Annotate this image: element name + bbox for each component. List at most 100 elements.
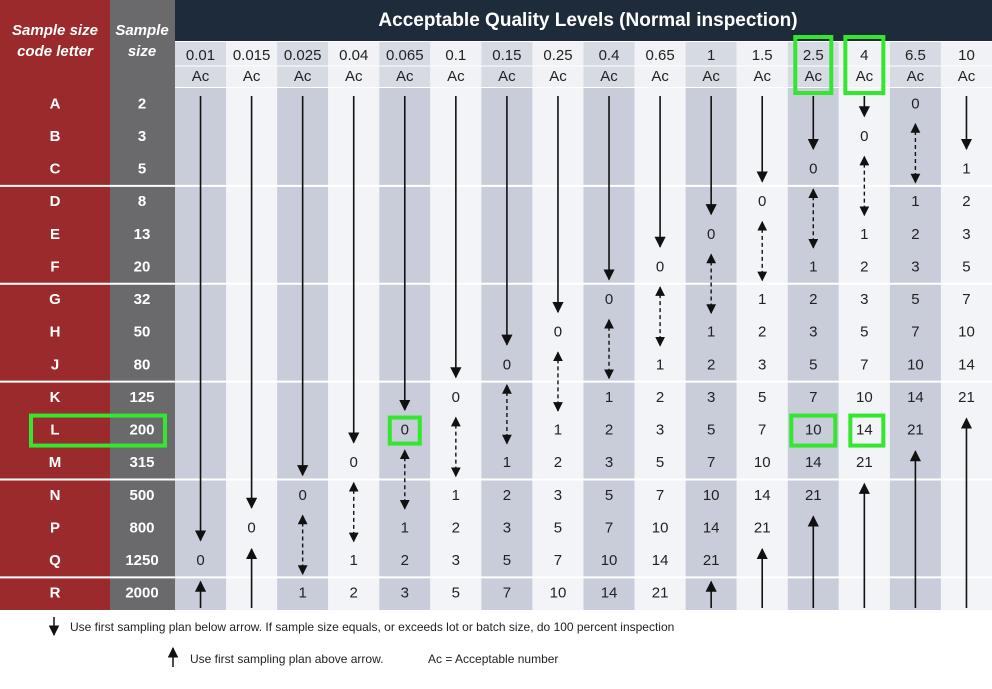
ac-value: 10	[652, 519, 669, 536]
ac-value: 2	[401, 552, 409, 569]
code-letter: Q	[49, 552, 61, 569]
aql-level: 0.65	[645, 47, 674, 64]
ac-value: 0	[452, 389, 460, 406]
aql-level: 0.15	[492, 47, 521, 64]
column-header-bg	[430, 42, 482, 87]
ac-value: 1	[758, 291, 766, 308]
ac-value: 5	[860, 324, 868, 341]
ac-value: 21	[805, 487, 822, 504]
ac-value: 7	[707, 454, 715, 471]
column-header-bg	[532, 42, 584, 87]
size-column-bg	[110, 0, 175, 610]
sample-size: 3	[138, 128, 146, 145]
column-header-bg	[940, 42, 992, 87]
code-letter: G	[49, 291, 61, 308]
ac-value: 21	[652, 585, 669, 602]
code-letter: C	[50, 161, 61, 178]
ac-value: 0	[350, 454, 358, 471]
legend-below: Use first sampling plan below arrow. If …	[70, 620, 674, 634]
ac-value: 21	[703, 552, 720, 569]
ac-label: Ac	[702, 68, 720, 85]
highlight-box	[387, 415, 422, 446]
ac-value: 1	[298, 585, 306, 602]
ac-value: 0	[656, 258, 664, 275]
ac-label: Ac	[192, 68, 210, 85]
ac-value: 5	[554, 519, 562, 536]
aql-level: 0.01	[186, 47, 215, 64]
ac-value: 3	[401, 585, 409, 602]
table-title: Acceptable Quality Levels (Normal inspec…	[378, 10, 797, 31]
ac-value: 5	[605, 487, 613, 504]
aql-level: 4	[860, 47, 868, 64]
ac-value: 2	[554, 454, 562, 471]
ac-value: 7	[911, 324, 919, 341]
column-header-bg	[328, 42, 380, 87]
ac-label: Ac	[549, 68, 567, 85]
ac-value: 1	[656, 356, 664, 373]
sample-size: 2000	[125, 585, 158, 602]
ac-value: 2	[656, 389, 664, 406]
ac-value: 14	[754, 487, 771, 504]
ac-value: 5	[503, 552, 511, 569]
highlight-box	[848, 413, 886, 448]
ac-value: 0	[809, 161, 817, 178]
aql-level: 1.5	[752, 47, 773, 64]
ac-label: Ac	[345, 68, 363, 85]
code-letter: K	[50, 389, 61, 406]
aql-level: 0.1	[445, 47, 466, 64]
aql-level: 6.5	[905, 47, 926, 64]
title-bar	[175, 0, 992, 41]
ac-label: Ac	[498, 68, 516, 85]
aql-level: 0.4	[599, 47, 620, 64]
ac-value: 5	[962, 258, 970, 275]
aql-level: 0.025	[284, 47, 322, 64]
ac-value: 1	[707, 324, 715, 341]
sample-size: 80	[134, 356, 151, 373]
sample-size: 20	[134, 258, 151, 275]
ac-value: 10	[601, 552, 618, 569]
code-letter: P	[50, 519, 60, 536]
ac-value: 0	[707, 226, 715, 243]
ac-value: 3	[758, 356, 766, 373]
ac-value: 2	[452, 519, 460, 536]
ac-value: 21	[754, 519, 771, 536]
sample-size: 200	[129, 422, 154, 439]
ac-value: 1	[809, 258, 817, 275]
code-letter: B	[50, 128, 61, 145]
ac-value: 1	[554, 422, 562, 439]
ac-value: 7	[962, 291, 970, 308]
ac-label: Ac	[600, 68, 618, 85]
sample-size: 50	[134, 324, 151, 341]
ac-value: 2	[503, 487, 511, 504]
sample-size: 800	[129, 519, 154, 536]
code-header: code letter	[17, 43, 94, 60]
code-letter: F	[50, 258, 59, 275]
ac-value: 7	[605, 519, 613, 536]
code-letter: M	[49, 454, 62, 471]
ac-value: 10	[550, 585, 567, 602]
code-letter: H	[50, 324, 61, 341]
ac-value: 14	[958, 356, 975, 373]
ac-value: 5	[809, 356, 817, 373]
sample-size: 5	[138, 161, 146, 178]
column-header-bg	[685, 42, 737, 87]
ac-value: 5	[911, 291, 919, 308]
ac-value: 7	[860, 356, 868, 373]
ac-label: Ac	[294, 68, 312, 85]
ac-value: 3	[503, 519, 511, 536]
ac-value: 1	[452, 487, 460, 504]
ac-value: 2	[758, 324, 766, 341]
ac-value: 1	[962, 161, 970, 178]
ac-value: 3	[860, 291, 868, 308]
ac-value: 14	[703, 519, 720, 536]
ac-label: Ac	[243, 68, 261, 85]
ac-value: 3	[554, 487, 562, 504]
size-header: size	[128, 43, 156, 60]
ac-value: 1	[860, 226, 868, 243]
code-letter: N	[50, 487, 61, 504]
aql-level: 0.25	[543, 47, 572, 64]
ac-value: 7	[503, 585, 511, 602]
ac-value: 0	[605, 291, 613, 308]
sample-size: 8	[138, 193, 146, 210]
